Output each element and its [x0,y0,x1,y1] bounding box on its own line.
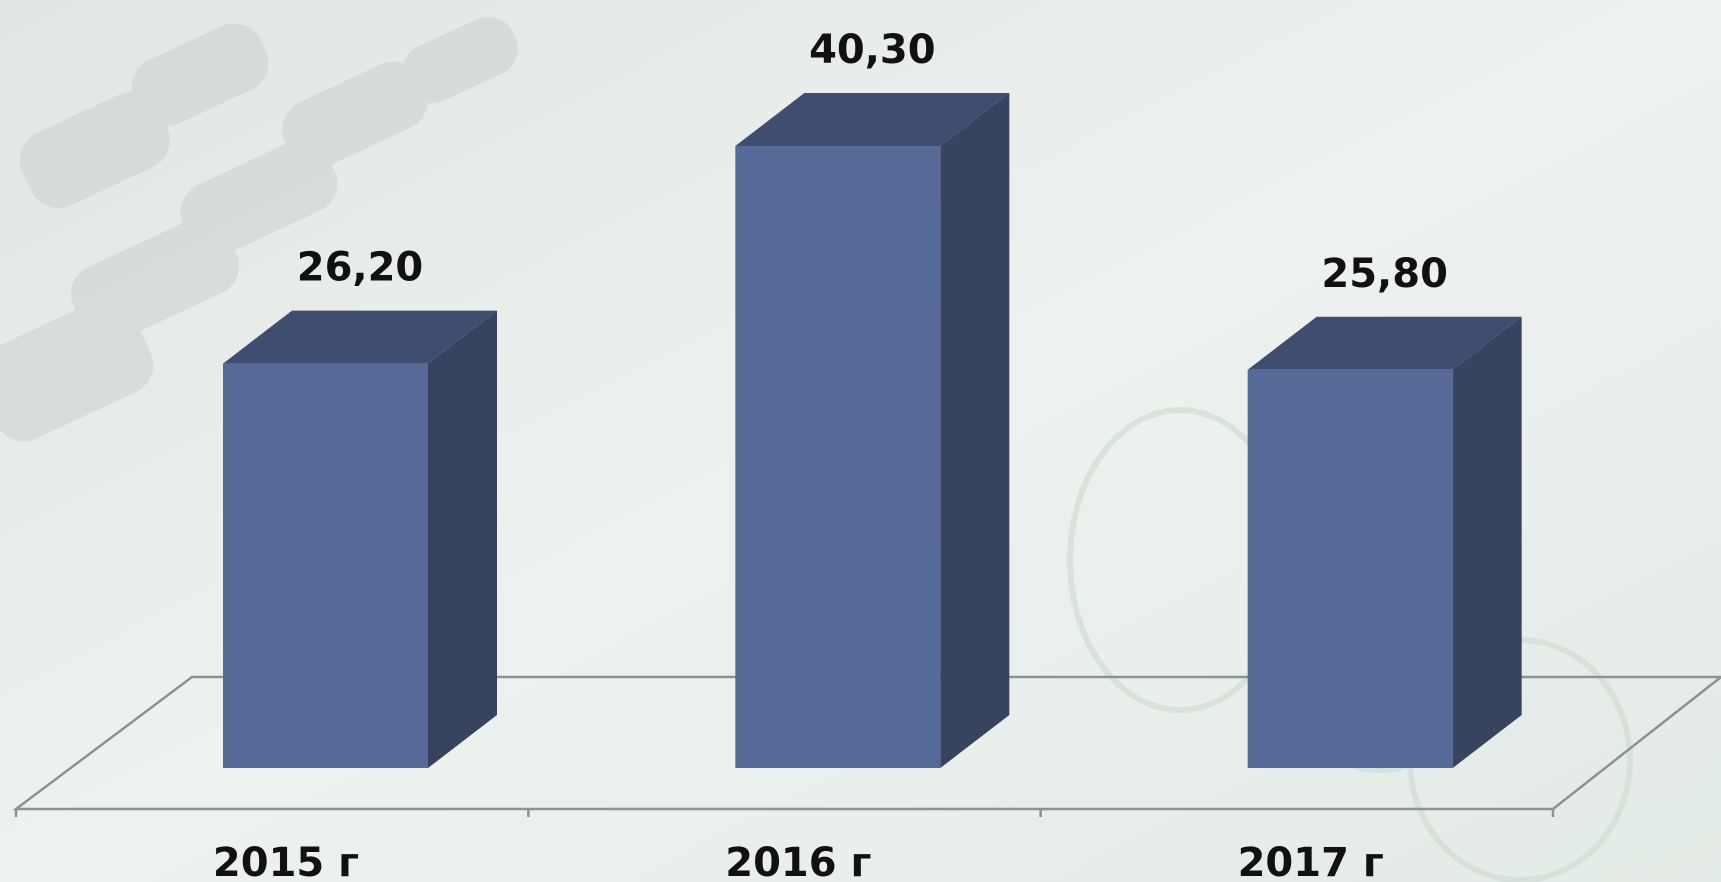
x-tick-label: 2016 г [725,840,871,882]
bar-side [1452,316,1522,768]
value-label: 40,30 [809,27,936,73]
background-decoration [0,16,518,442]
bar [1247,369,1453,768]
bar-top [223,310,497,364]
bar-top [1247,316,1522,370]
bar-side [428,310,497,768]
value-label: 26,20 [297,245,424,291]
x-tick-label: 2015 г [213,840,359,882]
bar-side [940,93,1010,768]
bar-top [735,93,1010,146]
x-tick-label: 2017 г [1238,840,1384,882]
bar [735,146,941,768]
value-label: 25,80 [1321,251,1448,297]
bar [223,363,428,768]
